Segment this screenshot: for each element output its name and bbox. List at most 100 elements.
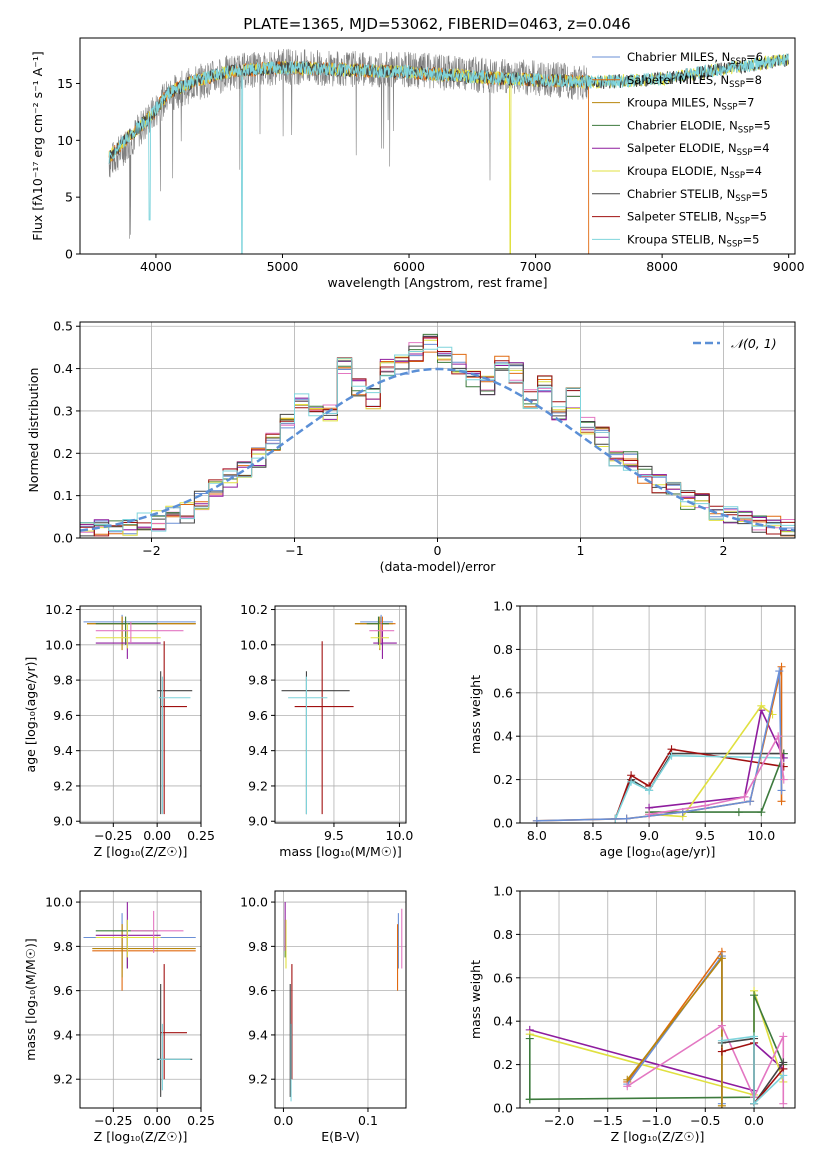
y-tick-label: 10.2 — [45, 602, 73, 617]
x-tick-label: −2 — [142, 543, 160, 558]
mass-weight-marker — [779, 775, 788, 784]
mass-weight-marker — [750, 1032, 759, 1041]
x-axis-label: E(B-V) — [321, 1129, 360, 1144]
model-spectrum-line — [108, 53, 789, 254]
residuals-panel: −2 −1 0 1 2 0.0 0.1 0.2 0.3 0.4 0.5 (data-model)/er… — [26, 319, 796, 574]
x-tick-label: −1 — [285, 543, 303, 558]
y-tick-label: 0.6 — [493, 970, 513, 985]
y-tick-label: 10.2 — [240, 602, 268, 617]
mass-weight-marker — [717, 1101, 726, 1108]
x-tick-label: 10.0 — [386, 828, 414, 843]
mass-weight-marker — [740, 792, 749, 801]
error-bar-point — [370, 623, 389, 649]
y-axis-label: Flux [fλ10⁻¹⁷ erg cm⁻² s⁻¹ A⁻¹] — [30, 51, 45, 240]
y-tick-label: 9.4 — [53, 1027, 73, 1042]
mass-weight-marker — [525, 1034, 534, 1043]
error-bar-point — [95, 623, 161, 649]
mass-weight-marker — [777, 797, 786, 806]
y-tick-label: 9.2 — [53, 1072, 73, 1087]
error-bar-point — [288, 676, 328, 815]
x-tick-label: −2.0 — [544, 1113, 574, 1128]
y-axis-label: Normed distribution — [26, 368, 41, 493]
error-bar-point — [281, 671, 350, 815]
x-tick-label: 0.25 — [187, 1113, 215, 1128]
mass-weight-line — [649, 704, 774, 818]
y-tick-label: 0.5 — [53, 319, 73, 334]
x-tick-label: 6000 — [393, 259, 425, 274]
x-tick-label: 8000 — [646, 259, 678, 274]
mass-weight-marker — [750, 991, 759, 1000]
error-bar-point — [158, 1023, 191, 1091]
error-bar-point — [360, 614, 393, 645]
plot-area — [83, 614, 196, 815]
x-tick-label: 9.0 — [639, 828, 659, 843]
mass-weight-marker — [717, 1021, 726, 1030]
mass-weight-marker — [757, 701, 766, 710]
age-vs-z-panel: −0.25 0.00 0.25 9.0 9.2 9.4 9.6 9.8 10.0 10.2 Z [l… — [23, 602, 215, 859]
spectrum-panel: 4000 5000 6000 7000 8000 9000 0 5 10 15 wavelength… — [30, 37, 805, 290]
weight-vs-age-panel: 8.0 8.5 9.0 9.5 10.0 0.0 0.2 0.4 0.6 0.8 1.0 age [l… — [468, 599, 796, 859]
y-tick-label: 9.4 — [53, 743, 73, 758]
x-tick-label: 0.00 — [143, 828, 171, 843]
y-tick-label: 1.0 — [493, 884, 513, 899]
x-tick-label: 7000 — [520, 259, 552, 274]
mass-weight-marker — [750, 1099, 759, 1108]
x-tick-label: −0.5 — [690, 1113, 720, 1128]
legend-entry: Chabrier MILES, NSSP=6 — [627, 50, 763, 67]
mass-weight-marker — [757, 808, 766, 817]
error-bar-point — [92, 924, 196, 978]
x-tick-label: 0.0 — [274, 1113, 294, 1128]
mass-weight-marker — [779, 1032, 788, 1041]
mass-weight-marker — [775, 667, 784, 676]
plot-area — [284, 902, 403, 1102]
x-tick-label: −1.0 — [641, 1113, 671, 1128]
error-bar-point — [373, 630, 397, 659]
y-tick-label: 0.8 — [493, 927, 513, 942]
normal-curve — [80, 367, 795, 532]
mass-weight-line — [536, 670, 783, 822]
mass-weight-marker — [627, 777, 636, 786]
y-tick-label: 9.8 — [248, 673, 268, 688]
y-tick-label: 0.0 — [53, 531, 73, 546]
y-tick-label: 15 — [57, 76, 73, 91]
y-tick-label: 0.6 — [493, 685, 513, 700]
error-bar-point — [130, 910, 184, 953]
error-bar-point — [95, 919, 158, 969]
x-tick-label: 9.5 — [324, 828, 344, 843]
legend-entry: 𝒩(0, 1) — [731, 336, 777, 351]
y-tick-label: 0.4 — [493, 729, 513, 744]
error-bar-point — [95, 919, 161, 958]
y-tick-label: 10.0 — [45, 895, 73, 910]
weight-vs-z-panel: −2.0 −1.5 −1.0 −0.5 0.0 0.0 0.2 0.4 0.6 0.8 1.0 Z [… — [468, 884, 796, 1144]
x-axis-label: Z [log₁₀(Z/Z☉)] — [611, 1129, 705, 1144]
y-tick-label: 9.6 — [248, 983, 268, 998]
y-tick-label: 10.0 — [240, 895, 268, 910]
mass-weight-marker — [667, 751, 676, 760]
error-bar-point — [158, 676, 191, 815]
mass-weight-marker — [774, 732, 783, 741]
y-tick-label: 9.0 — [248, 814, 268, 829]
x-axis-label: Z [log₁₀(Z/Z☉)] — [94, 844, 188, 859]
spectrum-legend: Chabrier MILES, NSSP=6 Salpeter MILES, NS… — [592, 50, 771, 249]
x-tick-label: 9000 — [773, 259, 805, 274]
axes-frame — [519, 890, 796, 1109]
y-axis-label: mass [log₁₀(M/M☉)] — [23, 938, 38, 1060]
y-tick-label: 0.4 — [53, 361, 73, 376]
error-bar-point — [95, 902, 161, 969]
x-tick-label: 8.5 — [583, 828, 603, 843]
x-tick-label: 0.00 — [143, 1113, 171, 1128]
mass-weight-marker — [701, 801, 710, 810]
legend-entry: Chabrier ELODIE, NSSP=5 — [627, 118, 771, 135]
x-tick-label: 9.5 — [695, 828, 715, 843]
x-tick-label: 5000 — [267, 259, 299, 274]
axes-frame — [79, 605, 202, 824]
legend-entry: Chabrier STELIB, NSSP=5 — [627, 187, 768, 204]
plot-area — [281, 614, 397, 815]
x-tick-label: 0.25 — [187, 828, 215, 843]
legend-entry: Salpeter STELIB, NSSP=5 — [627, 210, 767, 227]
axes-frame — [79, 37, 796, 255]
legend-entry: Kroupa STELIB, NSSP=5 — [627, 232, 759, 249]
y-tick-label: 1.0 — [493, 599, 513, 614]
y-tick-label: 9.2 — [53, 778, 73, 793]
y-tick-label: 0.2 — [493, 1057, 513, 1072]
